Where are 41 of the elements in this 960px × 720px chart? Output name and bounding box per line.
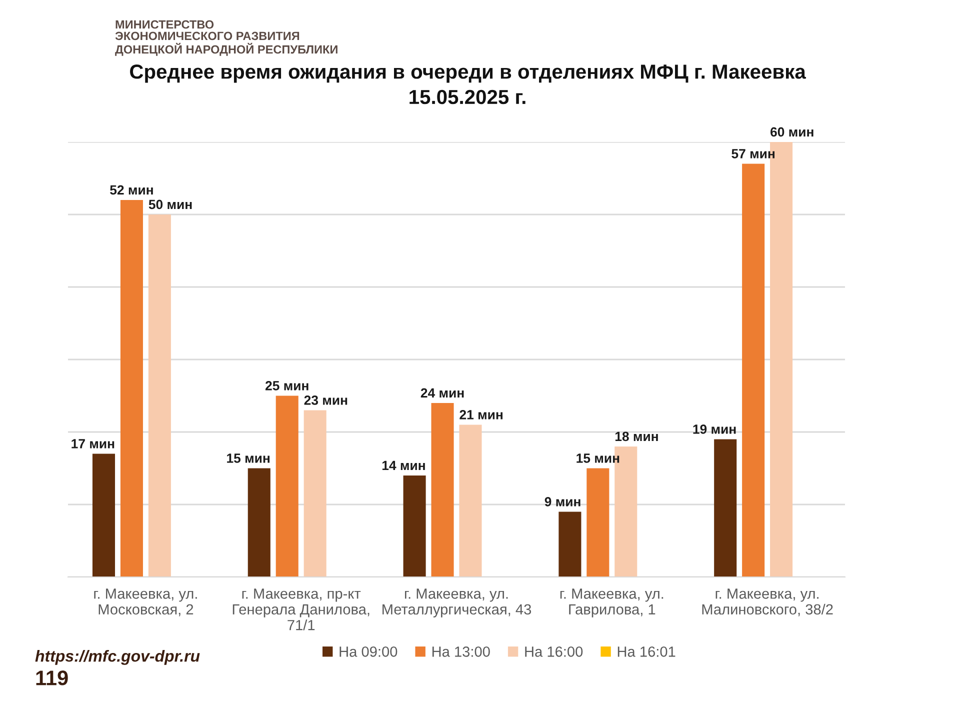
x-tick-label: г. Макеевка, ул. Гаврилова, 1 [560, 588, 664, 618]
data-label: 52 мин [110, 185, 153, 195]
data-label: 50 мин [148, 200, 192, 210]
bar [403, 476, 426, 577]
text: МИНИСТЕРСТВО ЭКОНОМИЧЕСКОГО РАЗВИТИЯ ДОНЕЦКОЙ НАРОДНОЙ РЕСПУБЛИКИ [115, 20, 338, 56]
x-tick-label: г. Макеевка, ул. Московская, 2 [94, 588, 197, 616]
bar [92, 454, 116, 577]
legend-label: На 09:00 [340, 646, 398, 657]
data-label: 21 мин [460, 410, 502, 420]
data-label: 18 мин [615, 432, 658, 442]
x-tick-label: г. Макеевка, пр-кт Генерала Данилова, 71/1 [232, 588, 370, 630]
data-label: 23 мин [304, 396, 348, 405]
bar [148, 214, 171, 577]
bar [586, 468, 610, 577]
bar [276, 396, 298, 577]
data-label: 15 мин [227, 454, 270, 463]
data-label: 25 мин [265, 381, 308, 390]
bar [304, 410, 326, 577]
bar [431, 403, 454, 577]
data-label: 15 мин [576, 454, 620, 463]
data-label: 17 мин [72, 439, 114, 448]
bar [459, 424, 482, 577]
text: https://mfc.gov-dpr.ru [35, 650, 200, 665]
bar [120, 200, 143, 577]
text: 119 [36, 670, 68, 686]
legend-label: На 13:00 [432, 646, 490, 657]
bar [714, 439, 737, 577]
data-label: 19 мин [693, 424, 736, 434]
bar [248, 468, 270, 577]
data-label: 60 мин [770, 127, 814, 137]
bar [742, 164, 765, 577]
legend-label: На 16:00 [525, 646, 583, 657]
x-tick-label: г. Макеевка, ул. Малиновского, 38/2 [702, 588, 833, 616]
data-label: 14 мин [382, 460, 425, 470]
data-label: 9 мин [544, 497, 580, 506]
bar [558, 512, 582, 577]
chart-title: Среднее время ожидания в очереди в отделениях МФЦ г. Макеевка 15.05.2025 г. [130, 64, 806, 104]
data-label: 24 мин [420, 388, 464, 398]
data-label: 57 мин [732, 149, 774, 158]
legend-label: На 16:01 [618, 646, 676, 657]
x-tick-label: г. Макеевка, ул. Металлургическая, 43 [382, 588, 532, 618]
